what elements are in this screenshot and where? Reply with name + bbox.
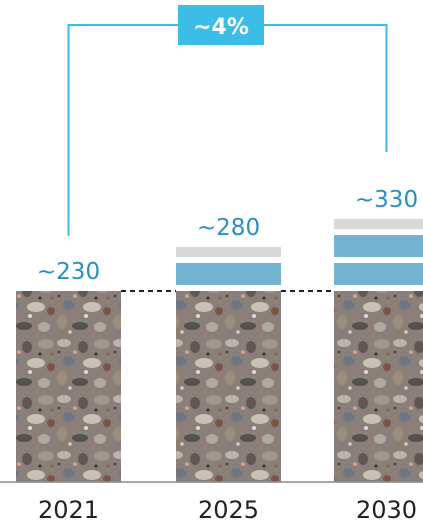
bar-2025 [176, 291, 281, 482]
increment-layer [176, 219, 423, 285]
value-label-2021: ~230 [37, 259, 100, 285]
increment-cap-2025 [176, 247, 281, 257]
bar-2021 [16, 291, 121, 482]
value-label-2030: ~330 [355, 187, 418, 213]
year-label-2030: 2030 [356, 496, 417, 524]
growth-badge [178, 5, 264, 45]
value-labels-layer: ~230 ~280 ~330 [37, 187, 418, 285]
increment-cap-2030 [334, 219, 423, 229]
growth-bracket-line [67, 24, 388, 236]
increment-segment-2025-1 [176, 263, 281, 285]
bars-layer [16, 291, 423, 482]
growth-bracket [67, 24, 388, 236]
value-label-2025: ~280 [197, 215, 260, 241]
year-labels-layer: 2021 2025 2030 [38, 496, 417, 524]
year-label-2021: 2021 [38, 496, 99, 524]
year-label-2025: 2025 [198, 496, 259, 524]
growth-rate-label: ~4% [193, 15, 249, 40]
bar-2030 [334, 291, 423, 482]
increment-segment-2030-2 [334, 235, 423, 257]
increment-segment-2030-1 [334, 263, 423, 285]
